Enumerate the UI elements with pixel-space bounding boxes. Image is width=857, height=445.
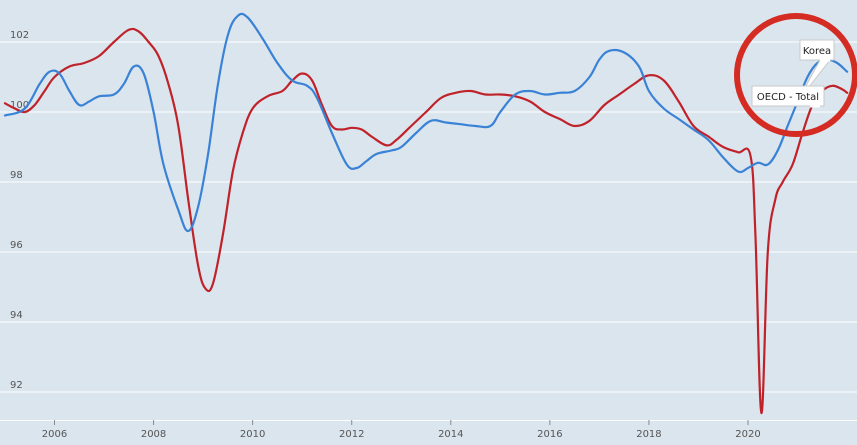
series-label-oecd-total: OECD - Total [751, 85, 825, 108]
x-tick-label: 2014 [438, 429, 463, 440]
x-tick-label: 2006 [42, 429, 67, 440]
highlight-circle [734, 13, 857, 137]
x-tick-label: 2008 [141, 429, 166, 440]
x-tick-label: 2020 [735, 429, 760, 440]
y-tick-label: 100 [10, 100, 29, 111]
x-tick-label: 2016 [537, 429, 562, 440]
grid-lines [0, 41, 857, 393]
callout-joint [810, 104, 820, 108]
x-tick-label: 2018 [636, 429, 661, 440]
y-tick-label: 92 [10, 380, 23, 391]
y-tick-label: 96 [10, 240, 23, 251]
callout-box [799, 39, 835, 61]
x-tick-label: 2010 [240, 429, 265, 440]
series-label-text: OECD - Total [757, 92, 819, 103]
y-tick-label: 98 [10, 170, 23, 181]
x-axis: 2006 2008 2010 2012 2014 2016 2018 2020 [0, 420, 857, 440]
y-tick-label: 94 [10, 310, 23, 321]
y-tick-label: 102 [10, 30, 29, 41]
series-line-korea [3, 12, 849, 233]
callout-joint [820, 58, 830, 62]
series-label-korea: Korea [797, 39, 835, 102]
series-label-text: Korea [803, 46, 831, 57]
series-labels: Korea OECD - Total [751, 39, 835, 108]
y-axis: 92 94 96 98 100 102 [10, 30, 29, 391]
series-line-oecd-total [3, 27, 849, 415]
annotations [734, 13, 857, 137]
callout-box [751, 85, 825, 107]
series-lines [3, 12, 849, 415]
x-tick-label: 2012 [339, 429, 364, 440]
